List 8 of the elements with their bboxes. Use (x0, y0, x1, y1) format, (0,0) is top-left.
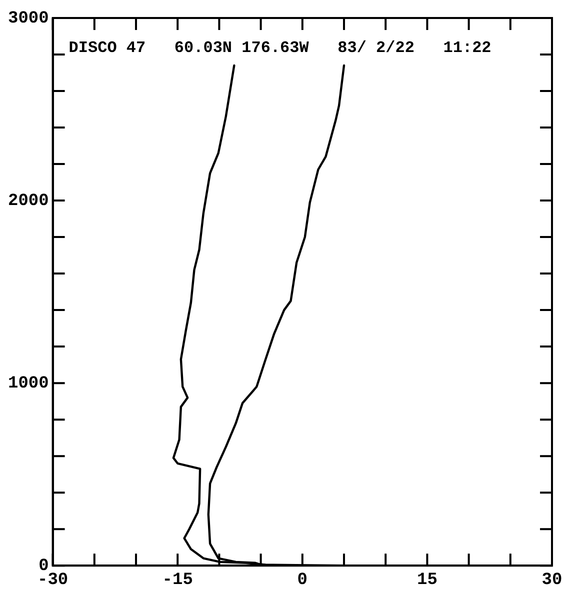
x-tick-label: 30 (542, 571, 562, 590)
y-tick-label: 2000 (8, 192, 49, 211)
text: DISCO 47 60.03N 176.63W 83/ 2/22 11:22 (68, 39, 492, 58)
y-tick-label: 1000 (8, 374, 49, 394)
x-tick-label: 15 (417, 571, 438, 590)
x-tick-label: -15 (162, 571, 193, 590)
x-tick-label: 0 (297, 571, 308, 590)
y-tick-label: 3000 (8, 9, 49, 28)
